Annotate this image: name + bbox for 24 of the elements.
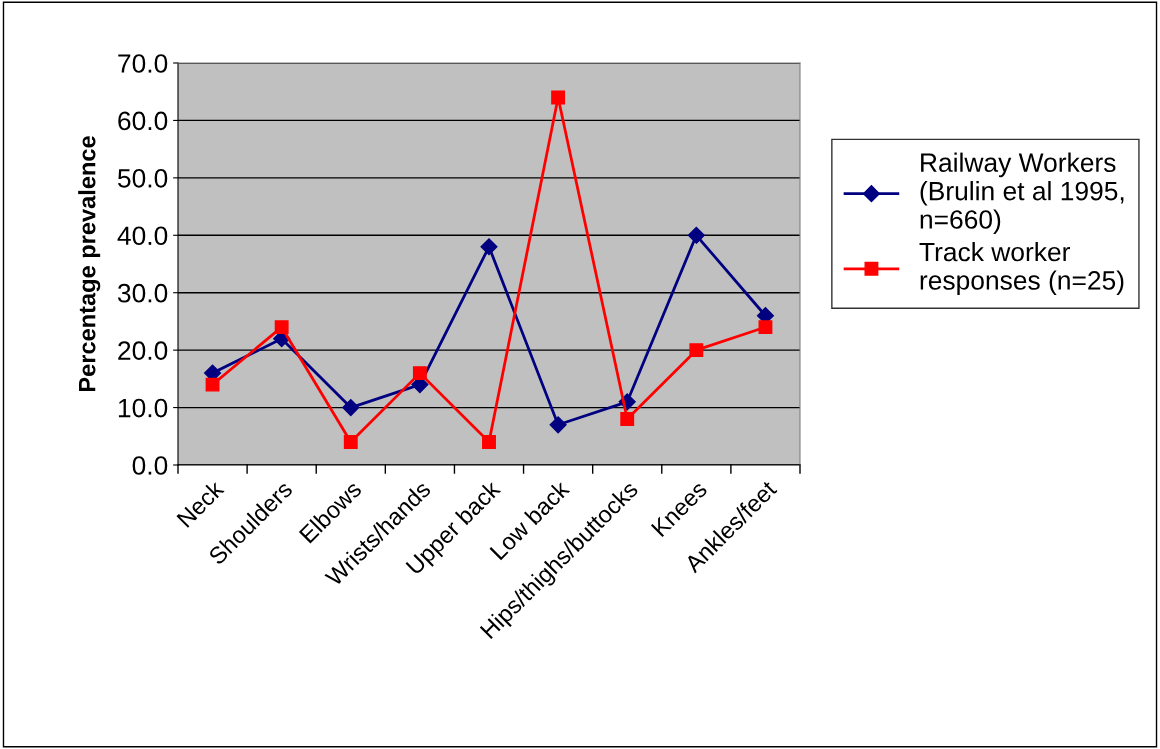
point [551,90,566,105]
point [687,226,705,244]
y-tick-label: 10.0 [118,398,168,418]
y-tick-label: 30.0 [117,283,168,303]
legend-label: Track worker responses (n=25) [919,241,1124,295]
legend-label: Railway Workers (Brulin et al 1995, n=660) [920,152,1124,235]
y-tick-label: 70.0 [118,54,168,73]
point [689,343,704,358]
y-axis-title: Percentage prevalence [78,136,101,392]
point [274,320,289,335]
y-tick-label: 40.0 [117,226,168,246]
point [342,399,360,417]
y-tick-label: 60.0 [118,111,168,131]
point [758,320,773,335]
point [620,412,635,427]
point [549,416,567,434]
y-tick-label: 0.0 [132,456,168,475]
point [343,435,358,449]
point [205,377,220,392]
point [412,366,427,381]
y-tick-label: 20.0 [118,341,168,360]
point [480,238,498,256]
point [482,435,496,449]
y-tick-label: 50.0 [117,168,168,188]
